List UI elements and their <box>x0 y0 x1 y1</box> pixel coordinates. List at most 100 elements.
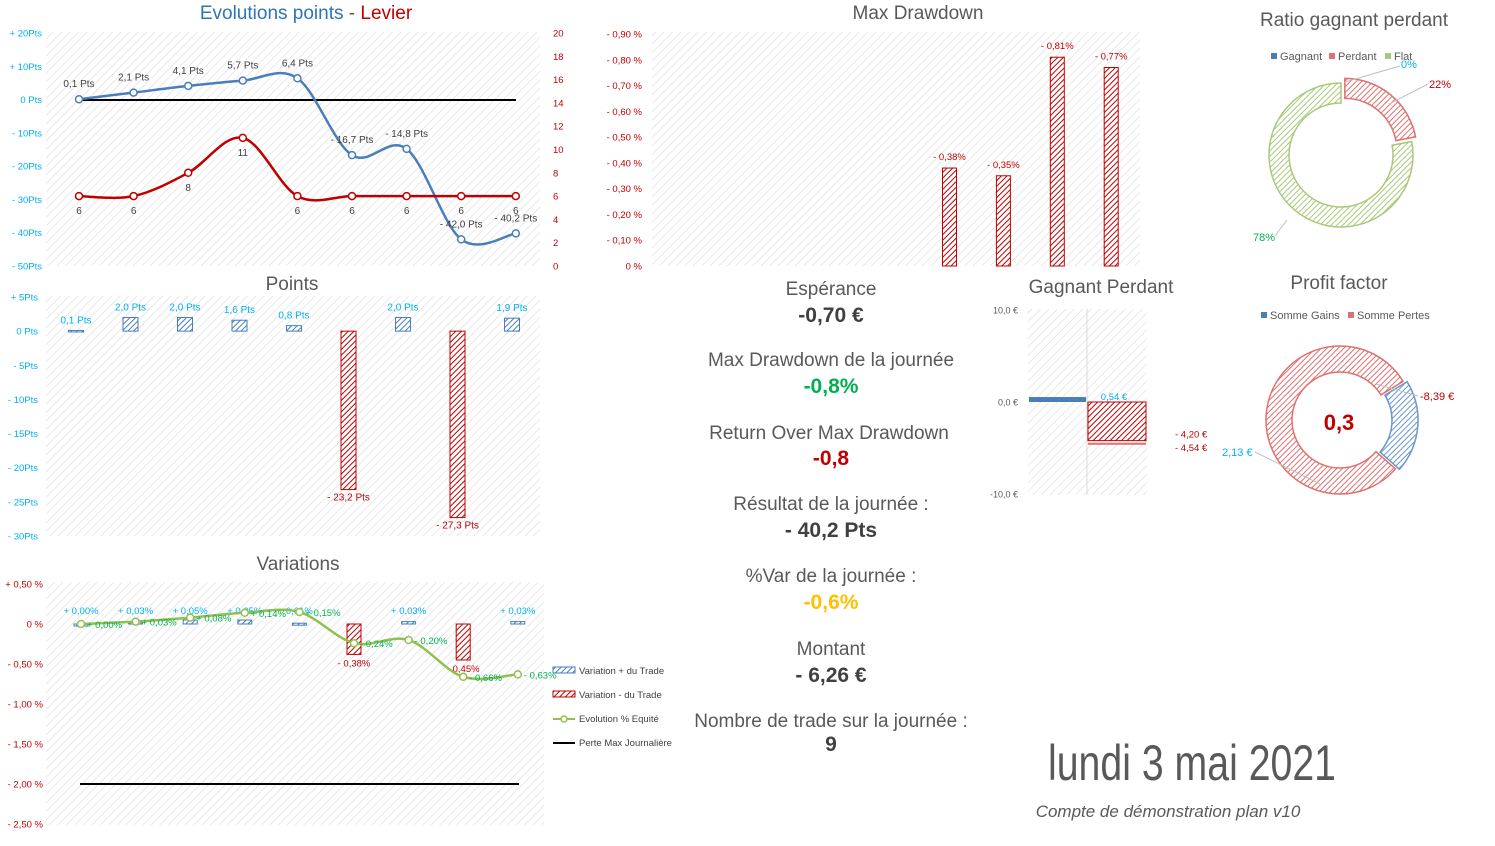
max-drawdown-y-tick: - 0,90 % <box>607 30 643 41</box>
evolutions-y-tick: + 10Pts <box>10 62 43 73</box>
loss-average-bar <box>1087 401 1147 442</box>
profit-factor-pertes-label: -8,39 € <box>1420 391 1454 403</box>
equity-marker <box>404 635 413 645</box>
max-drawdown-bar-label: - 0,77% <box>1095 52 1128 63</box>
max-drawdown-bar-label: - 0,38% <box>933 152 966 163</box>
loss-max-label: - 4,54 € <box>1175 443 1208 454</box>
evolutions-y2-tick: 10 <box>553 145 564 156</box>
variation-bar-label: + 0,03% <box>500 606 536 617</box>
equity-marker <box>349 638 359 648</box>
max-drawdown-bar <box>1049 56 1065 267</box>
max-drawdown-y-tick: - 0,60 % <box>607 107 643 118</box>
levier-series-label: 6 <box>295 206 301 217</box>
variations-plot-area <box>46 582 544 825</box>
variations-y-tick: - 2,00 % <box>8 780 44 791</box>
levier-series-label: 11 <box>238 148 249 159</box>
points-bar-label: - 27,3 Pts <box>436 521 479 532</box>
gain-average-bar <box>1029 397 1086 402</box>
points-bar-label: 1,9 Pts <box>496 303 527 314</box>
variation-bar <box>237 619 253 625</box>
gagnant-perdant-title: Gagnant Perdant <box>1029 277 1174 298</box>
profit-factor-pertes-leader <box>1375 383 1419 397</box>
max-drawdown-bar-label: - 0,35% <box>987 160 1020 171</box>
profit-factor-center-value: 0,3 <box>1324 410 1355 435</box>
evolutions-title-sep: - <box>344 3 361 24</box>
variations-chart: Variations + 0,50 % 0 % - 0,50 % - 1,00 % - … <box>5 554 672 831</box>
evolutions-y2-tick: 2 <box>553 238 558 249</box>
equity-marker <box>185 613 195 622</box>
points-series-label: 2,1 Pts <box>118 73 149 84</box>
variation-bar-label: + 0,03% <box>391 606 427 617</box>
maxdd-value: -0,8% <box>804 375 859 398</box>
points-y-tick: - 30Pts <box>8 532 38 543</box>
levier-series-label: 6 <box>458 206 464 217</box>
equity-label: + 0,14% <box>251 609 287 620</box>
points-y-tick: - 10Pts <box>8 395 38 406</box>
evolutions-y2-tick: 6 <box>553 192 558 203</box>
evolutions-title-part1: Evolutions points <box>200 3 344 24</box>
points-bar-label: 2,0 Pts <box>115 302 146 313</box>
var-value: -0,6% <box>804 591 859 614</box>
ratio-perdant-slice <box>1344 77 1417 142</box>
legend-somme-pertes-swatch <box>1348 312 1354 318</box>
equity-label: - 0,20% <box>415 636 448 647</box>
levier-series-label: 6 <box>131 206 137 217</box>
points-series-marker <box>183 81 193 91</box>
points-bar <box>286 325 302 332</box>
legend-somme-pertes: Somme Pertes <box>1357 310 1430 322</box>
equity-label: + 0,00% <box>87 620 123 631</box>
evolutions-y2-tick: 18 <box>553 52 564 63</box>
points-series-label: 4,1 Pts <box>173 66 204 77</box>
evolutions-plot-area <box>46 32 540 266</box>
legend-somme-gains: Somme Gains <box>1270 310 1340 322</box>
max-drawdown-y-tick: - 0,50 % <box>607 133 643 144</box>
legend-equity-marker <box>560 715 568 723</box>
variation-bar-label: - 0,45% <box>447 664 480 675</box>
variation-bar-label: + 0,03% <box>118 606 154 617</box>
levier-series-label: 6 <box>513 206 519 217</box>
variations-y-tick: - 2,50 % <box>8 820 44 831</box>
points-y-tick: + 5Pts <box>11 293 38 304</box>
legend-variation-plus-swatch <box>552 666 576 674</box>
variation-bar <box>291 622 307 626</box>
points-bar-label: 0,1 Pts <box>60 315 91 326</box>
equity-label: - 0,66% <box>469 673 502 684</box>
evolutions-y-tick: 0 Pts <box>20 95 42 106</box>
levier-series-marker <box>183 168 193 178</box>
account-name: Compte de démonstration plan v10 <box>1036 802 1301 821</box>
max-drawdown-bar <box>995 175 1011 267</box>
points-series-label: 6,4 Pts <box>282 58 313 69</box>
points-series-marker <box>402 144 411 154</box>
points-series-label: 0,1 Pts <box>63 79 94 90</box>
levier-series-marker <box>456 191 466 201</box>
points-series-marker <box>456 235 466 244</box>
variations-legend: Variation + du Trade Variation - du Trad… <box>552 666 672 749</box>
ratio-perdant-leader <box>1388 83 1429 105</box>
equity-label: - 0,24% <box>360 639 393 650</box>
points-bar <box>504 317 520 332</box>
profit-factor-pertes-slice <box>1265 345 1405 495</box>
points-title: Points <box>266 274 319 295</box>
evolutions-y-tick: - 10Pts <box>12 128 42 139</box>
points-series-marker <box>238 76 248 85</box>
ratio-legend: Gagnant Perdant Flat <box>1271 51 1412 63</box>
points-series-label: - 40,2 Pts <box>494 213 537 224</box>
ratio-title: Ratio gagnant perdant <box>1260 10 1449 31</box>
levier-series-marker <box>238 133 248 143</box>
evolutions-y2-tick: 20 <box>553 29 564 40</box>
gagnant-perdant-y-tick: 0,0 € <box>998 398 1018 408</box>
profit-factor-gains-slice <box>1378 380 1419 471</box>
romd-value: -0,8 <box>813 447 850 470</box>
ratio-chart: Ratio gagnant perdant Gagnant Perdant Fl… <box>1253 10 1451 244</box>
levier-series-marker <box>511 191 521 201</box>
levier-series-marker <box>293 191 302 201</box>
equity-marker <box>76 619 86 629</box>
legend-equity: Evolution % Equité <box>579 714 659 725</box>
points-bar <box>231 319 248 332</box>
points-series-label: 5,7 Pts <box>227 61 258 72</box>
var-label: %Var de la journée : <box>746 566 917 587</box>
points-plot-area <box>46 296 540 536</box>
points-bar <box>177 316 193 332</box>
points-y-tick: - 5Pts <box>13 361 38 372</box>
ratio-gagnant-slice <box>1268 82 1414 228</box>
